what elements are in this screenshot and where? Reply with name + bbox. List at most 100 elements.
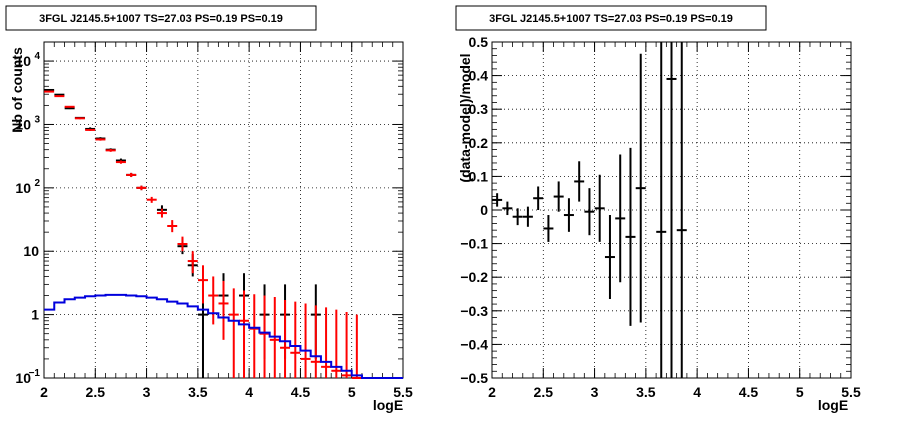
- counts-model-point: [290, 301, 301, 378]
- residual-marks: [492, 42, 687, 378]
- counts-ytick-label: 10: [23, 243, 39, 259]
- counts-model-point: [146, 196, 157, 203]
- residual-xtick-label: 5.5: [841, 384, 861, 400]
- residual-residual-point: [584, 188, 595, 236]
- counts-ytick-exponent: 3: [34, 114, 40, 125]
- counts-model-point: [341, 311, 352, 378]
- counts-model-point: [259, 295, 270, 378]
- residual-xtick-label: 2: [488, 384, 496, 400]
- counts-model-point: [300, 303, 311, 378]
- counts-data-point: [54, 93, 65, 96]
- counts-xtick-label: 3.5: [188, 384, 208, 400]
- residual-title-box: [455, 5, 767, 31]
- counts-xlabel: logE: [373, 397, 403, 413]
- residual-ytick-label: 0: [480, 202, 488, 218]
- counts-model-point: [208, 276, 219, 325]
- counts-marks: [44, 88, 403, 379]
- residual-ytick-label: 0.3: [469, 101, 489, 117]
- counts-model-point: [197, 265, 208, 304]
- residual-residual-point: [553, 181, 564, 212]
- residual-xtick-label: 2.5: [534, 384, 554, 400]
- residual-residual-point: [625, 147, 636, 326]
- residual-residual-point: [574, 161, 585, 202]
- counts-ytick-label: 10: [15, 116, 31, 132]
- counts-model-point: [74, 117, 85, 120]
- counts-ytick-exponent: 4: [34, 51, 40, 62]
- counts-model-point: [249, 294, 260, 378]
- counts-xtick-label: 2.5: [86, 384, 106, 400]
- counts-model-point: [85, 128, 96, 131]
- counts-model-point: [310, 305, 321, 378]
- counts-model-point: [177, 236, 188, 252]
- counts-ytick-label: 10: [15, 180, 31, 196]
- residual-residual-point: [604, 215, 615, 300]
- residual-xtick-label: 4.5: [739, 384, 759, 400]
- counts-ytick-exponent: 2: [34, 178, 40, 189]
- counts-model-point: [280, 300, 291, 378]
- counts-model-point: [115, 160, 126, 164]
- residual-residual-point: [666, 42, 677, 378]
- counts-xtick-label: 5.5: [393, 384, 413, 400]
- counts-model-point: [187, 251, 198, 274]
- residual-residual-point: [522, 206, 533, 227]
- counts-title-box: [5, 5, 317, 31]
- counts-xtick-label: 4: [245, 384, 253, 400]
- residual-ytick-label: −0.5: [460, 370, 488, 386]
- counts-model-point: [64, 105, 75, 108]
- residual-ytick-label: −0.1: [460, 236, 488, 252]
- residual-residual-point: [512, 208, 523, 226]
- residual-residual-point: [656, 42, 667, 378]
- counts-title: 3FGL J2145.5+1007 TS=27.03 PS=0.19 PS=0.…: [39, 13, 283, 25]
- residual-xtick-label: 3: [591, 384, 599, 400]
- residual-residual-point: [615, 154, 626, 283]
- counts-data-point: [44, 88, 55, 91]
- counts-model-point: [167, 220, 178, 233]
- residual-title: 3FGL J2145.5+1007 TS=27.03 PS=0.19 PS=0.…: [489, 13, 733, 25]
- counts-ylabel: Nb of counts: [9, 47, 25, 133]
- residual-xtick-label: 3.5: [636, 384, 656, 400]
- residual-xtick-label: 4: [693, 384, 701, 400]
- residual-ytick-label: −0.4: [460, 336, 488, 352]
- residual-ylabel: (data-model)/model: [457, 53, 473, 182]
- residual-residual-point: [635, 53, 646, 323]
- counts-ytick-label: 1: [31, 307, 39, 323]
- counts-xtick-label: 3: [143, 384, 151, 400]
- counts-xtick-label: 5: [348, 384, 356, 400]
- residual-xtick-label: 5: [796, 384, 804, 400]
- counts-ytick-exponent: −1: [29, 368, 41, 379]
- counts-grid: [44, 42, 403, 378]
- residual-ytick-label: 0.1: [469, 168, 489, 184]
- counts-model-point: [321, 307, 332, 378]
- counts-ytick-label: 10: [15, 370, 31, 386]
- counts-xtick-label: 2: [40, 384, 48, 400]
- counts-model-point: [54, 95, 65, 98]
- residual-residual-point: [676, 42, 687, 378]
- residual-ticks: 2 2.5 3 3.5 4 4.5 5 5.5 −0.5 −0.4 −0.3 −0.2 −0.1 0 0.1…: [460, 34, 861, 400]
- residual-residual-point: [492, 193, 503, 207]
- residual-ytick-label: 0.5: [469, 34, 489, 50]
- counts-model-point: [228, 288, 239, 378]
- residual-panel: 3FGL J2145.5+1007 TS=27.03 PS=0.19 PS=0.…: [455, 5, 861, 413]
- counts-model-point: [156, 208, 167, 218]
- residual-grid: [492, 42, 851, 378]
- residual-residual-point: [533, 186, 544, 210]
- counts-model-point: [218, 280, 229, 340]
- counts-plot-frame: [43, 41, 404, 379]
- residual-residual-point: [594, 174, 605, 242]
- residual-residual-point: [563, 198, 574, 232]
- residual-residual-point: [502, 201, 513, 216]
- residual-xlabel: logE: [818, 397, 848, 413]
- counts-model-point: [351, 314, 362, 379]
- residual-ytick-label: 0.4: [469, 68, 489, 84]
- residual-ytick-label: 0.2: [469, 135, 489, 151]
- counts-model-point: [239, 290, 250, 378]
- counts-model-point: [44, 90, 55, 93]
- residual-ytick-label: −0.2: [460, 269, 488, 285]
- counts-model-point: [136, 185, 147, 191]
- counts-model-step-line: [44, 293, 403, 379]
- counts-model-point: [105, 149, 116, 152]
- residual-ytick-label: −0.3: [460, 303, 488, 319]
